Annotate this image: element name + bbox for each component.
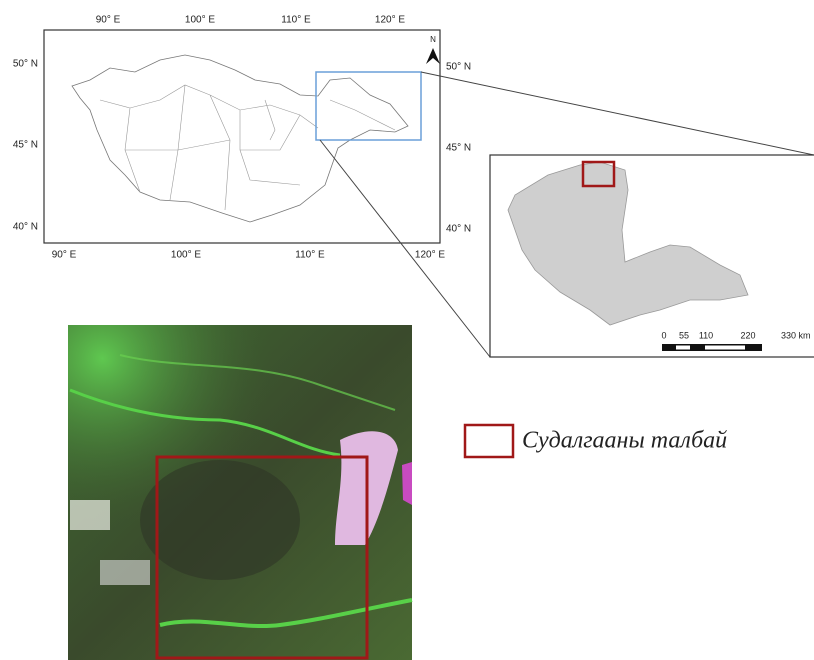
right-tick-label: 45° N <box>446 143 471 154</box>
scale-label: 0 <box>661 330 666 340</box>
connector <box>421 72 814 155</box>
scale-label: 55 <box>679 330 689 340</box>
bare-area <box>402 462 412 505</box>
scale-label: 330 km <box>781 330 811 340</box>
bottom-tick-label: 120° E <box>415 250 445 261</box>
scale-bar-segment <box>705 346 745 350</box>
map-frame <box>44 30 440 243</box>
left-tick-label: 45° N <box>13 140 38 151</box>
top-tick-label: 90° E <box>96 15 121 26</box>
scale-bar-segment <box>676 346 690 350</box>
inset-map: 0 55 110 220 330 km <box>490 155 814 357</box>
north-label: N <box>430 35 436 44</box>
scale-label: 220 <box>740 330 755 340</box>
figure: N 90° E 100° E 110° E 120° E 90° E 100° … <box>0 0 814 660</box>
bottom-tick-label: 90° E <box>52 250 77 261</box>
left-tick-label: 40° N <box>13 222 38 233</box>
bottom-tick-label: 110° E <box>295 250 325 261</box>
top-tick-label: 100° E <box>185 15 215 26</box>
cloud <box>70 500 110 530</box>
scale-label: 110 <box>699 330 713 340</box>
top-tick-label: 120° E <box>375 15 405 26</box>
top-tick-label: 110° E <box>281 15 311 26</box>
legend-swatch <box>465 425 513 457</box>
right-tick-label: 50° N <box>446 62 471 73</box>
dark-area <box>140 460 300 580</box>
bottom-tick-label: 100° E <box>171 250 201 261</box>
legend: Судалгааны талбай <box>465 425 727 457</box>
right-tick-label: 40° N <box>446 224 471 235</box>
cloud <box>100 560 150 585</box>
legend-label: Судалгааны талбай <box>522 428 727 454</box>
main-map: N 90° E 100° E 110° E 120° E 90° E 100° … <box>13 15 471 261</box>
satellite-image <box>68 325 412 660</box>
left-tick-label: 50° N <box>13 59 38 70</box>
